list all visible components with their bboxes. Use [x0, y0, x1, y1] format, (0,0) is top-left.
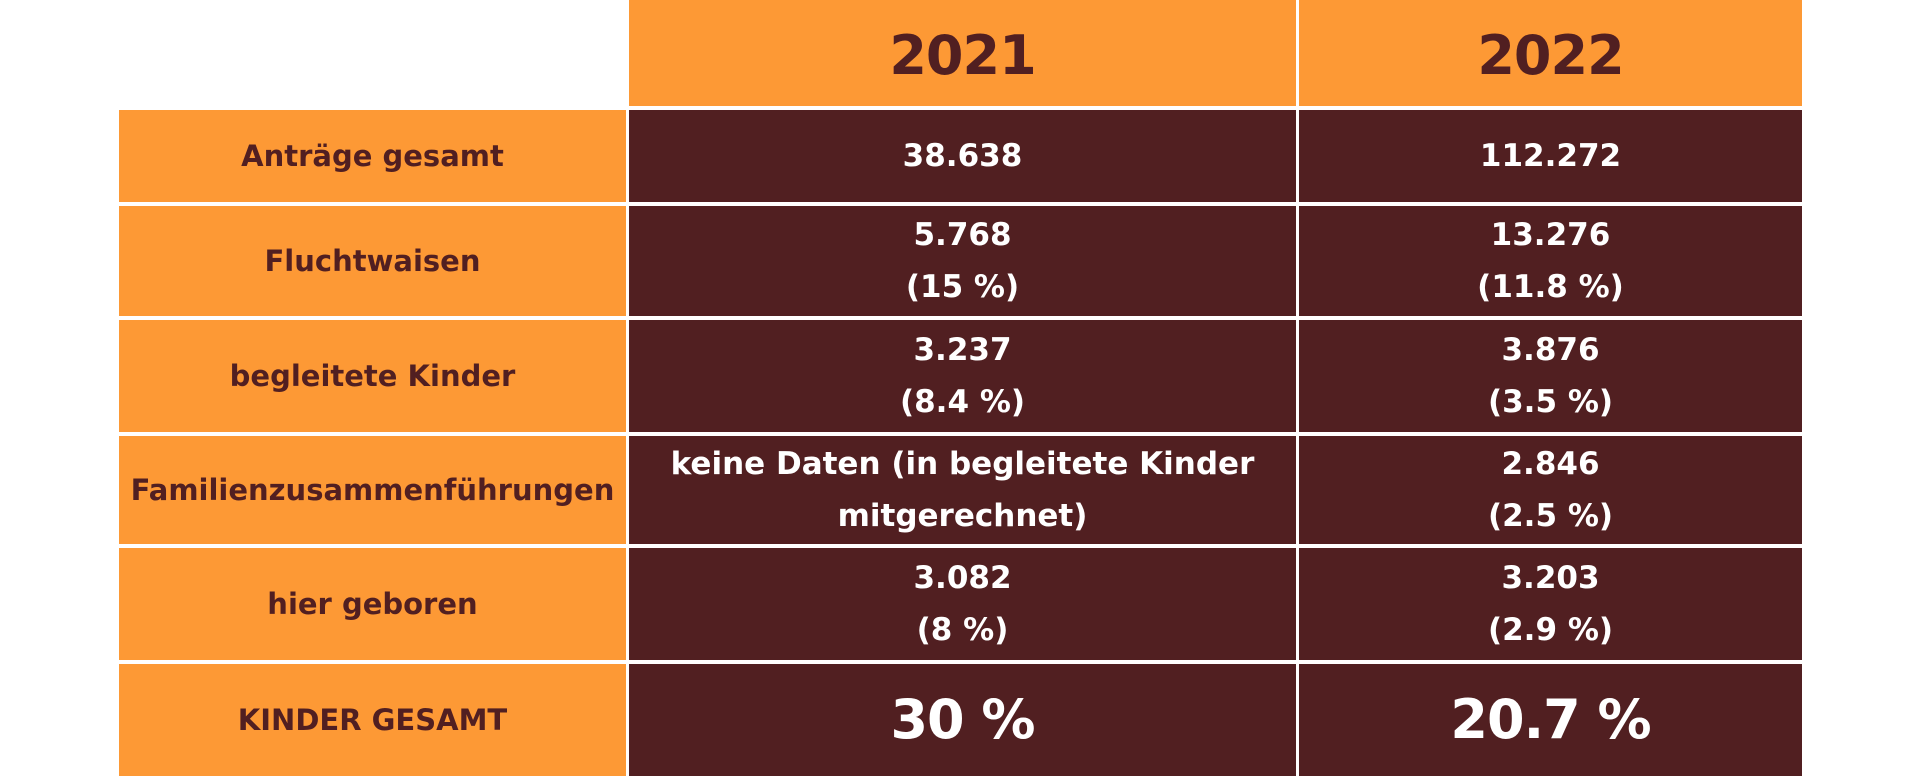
- cell-value: 112.272: [1479, 138, 1622, 174]
- cell-value: 38.638: [902, 138, 1023, 174]
- row-label-begleitete-kinder: begleitete Kinder: [119, 320, 626, 432]
- cell-antraege-2021: 38.638: [629, 110, 1296, 202]
- table-corner: [119, 0, 626, 106]
- cell-fluchtwaisen-2021: 5.768 (15 %): [629, 206, 1296, 316]
- cell-kinder-gesamt-2022: 20.7 %: [1299, 664, 1802, 776]
- cell-fluchtwaisen-2022: 13.276 (11.8 %): [1299, 206, 1802, 316]
- cell-percent: (2.9 %): [1487, 612, 1614, 648]
- cell-familienzusammenfuehrungen-2021: keine Daten (in begleitete Kinder mitger…: [629, 436, 1296, 544]
- cell-value: 2.846: [1501, 446, 1600, 482]
- cell-note: mitgerechnet): [837, 498, 1088, 534]
- cell-kinder-gesamt-2021: 30 %: [629, 664, 1296, 776]
- cell-percent: (8.4 %): [899, 384, 1026, 420]
- cell-percent: (11.8 %): [1477, 269, 1624, 305]
- cell-value: 3.876: [1501, 332, 1600, 368]
- column-header-2021: 2021: [629, 0, 1296, 106]
- cell-antraege-2022: 112.272: [1299, 110, 1802, 202]
- cell-note: keine Daten (in begleitete Kinder: [670, 446, 1255, 482]
- row-label-antraege-gesamt: Anträge gesamt: [119, 110, 626, 202]
- cell-value: 5.768: [913, 217, 1012, 253]
- row-label-kinder-gesamt: KINDER GESAMT: [119, 664, 626, 776]
- cell-familienzusammenfuehrungen-2022: 2.846 (2.5 %): [1299, 436, 1802, 544]
- cell-percent: (3.5 %): [1487, 384, 1614, 420]
- cell-hier-geboren-2022: 3.203 (2.9 %): [1299, 548, 1802, 660]
- row-label-hier-geboren: hier geboren: [119, 548, 626, 660]
- cell-value: 3.082: [913, 560, 1012, 596]
- cell-value: 3.237: [913, 332, 1012, 368]
- cell-percent: (15 %): [905, 269, 1020, 305]
- cell-value: 13.276: [1490, 217, 1611, 253]
- column-header-2022: 2022: [1299, 0, 1802, 106]
- cell-hier-geboren-2021: 3.082 (8 %): [629, 548, 1296, 660]
- cell-begleitete-kinder-2021: 3.237 (8.4 %): [629, 320, 1296, 432]
- row-label-familienzusammenfuehrungen: Familienzusammenführungen: [119, 436, 626, 544]
- cell-percent: (2.5 %): [1487, 498, 1614, 534]
- cell-begleitete-kinder-2022: 3.876 (3.5 %): [1299, 320, 1802, 432]
- total-percent: 30 %: [890, 688, 1035, 751]
- total-percent: 20.7 %: [1450, 688, 1651, 751]
- cell-value: 3.203: [1501, 560, 1600, 596]
- statistics-table: 2021 2022 Anträge gesamt 38.638 112.272 …: [119, 0, 1802, 776]
- cell-percent: (8 %): [916, 612, 1009, 648]
- row-label-fluchtwaisen: Fluchtwaisen: [119, 206, 626, 316]
